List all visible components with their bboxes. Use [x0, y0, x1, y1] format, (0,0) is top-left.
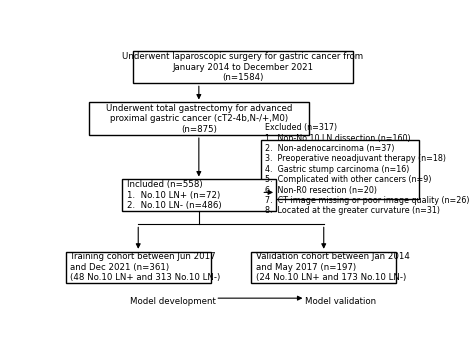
- FancyBboxPatch shape: [261, 140, 419, 199]
- Text: Included (n=558)
1.  No.10 LN+ (n=72)
2.  No.10 LN- (n=486): Included (n=558) 1. No.10 LN+ (n=72) 2. …: [127, 180, 222, 210]
- Text: Underwent laparoscopic surgery for gastric cancer from
January 2014 to December : Underwent laparoscopic surgery for gastr…: [122, 52, 364, 82]
- Text: Training cohort between Jun 2017
and Dec 2021 (n=361)
(48 No.10 LN+ and 313 No.1: Training cohort between Jun 2017 and Dec…: [70, 252, 220, 282]
- Text: Excluded (n=317)
1.  Non-No.10 LN dissection (n=160)
2.  Non-adenocarcinoma (n=3: Excluded (n=317) 1. Non-No.10 LN dissect…: [265, 123, 469, 215]
- Text: Validation cohort between Jan 2014
and May 2017 (n=197)
(24 No.10 LN+ and 173 No: Validation cohort between Jan 2014 and M…: [255, 252, 410, 282]
- FancyBboxPatch shape: [122, 179, 276, 211]
- FancyBboxPatch shape: [66, 252, 211, 283]
- FancyBboxPatch shape: [89, 102, 309, 135]
- FancyBboxPatch shape: [133, 51, 353, 83]
- Text: Model development: Model development: [130, 297, 216, 307]
- FancyBboxPatch shape: [251, 252, 396, 283]
- Text: Model validation: Model validation: [305, 297, 376, 307]
- Text: Underwent total gastrectomy for advanced
proximal gastric cancer (cT2-4b,N-/+,M0: Underwent total gastrectomy for advanced…: [106, 104, 292, 134]
